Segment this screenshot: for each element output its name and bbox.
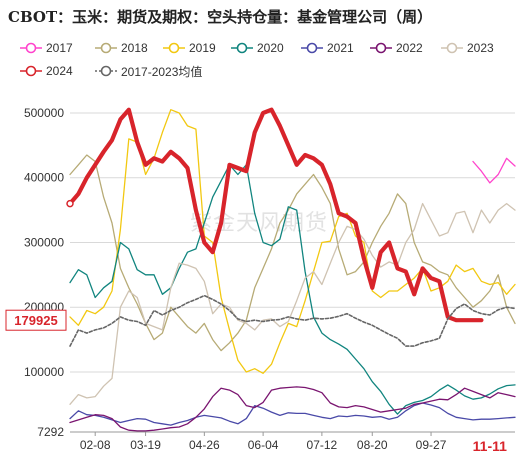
y-tick-label: 500000 [24, 106, 64, 120]
series-start-marker [66, 199, 74, 208]
legend-label: 2017 [46, 41, 73, 55]
x-tick-label: 02-08 [80, 438, 111, 452]
series-line-2020 [69, 164, 516, 415]
legend-item[interactable]: 2017 [20, 40, 73, 56]
legend-item[interactable]: 2023 [441, 40, 494, 56]
legend-swatch [95, 65, 117, 77]
series-line-2021 [69, 402, 516, 426]
series-line-2017 [472, 157, 516, 184]
last-value-badge: 179925 [5, 309, 67, 331]
last-value-box [5, 309, 67, 331]
legend-label: 2020 [257, 41, 284, 55]
legend-swatch [301, 42, 323, 54]
legend-swatch [441, 42, 463, 54]
series-line-2024 [67, 107, 484, 323]
y-tick-label: 100000 [24, 365, 64, 379]
x-tick-label: 08-20 [357, 438, 388, 452]
legend-label: 2024 [46, 64, 73, 78]
x-tick-label: 06-04 [248, 438, 279, 452]
series-line-2023 [69, 202, 516, 405]
series-line-2022 [69, 386, 516, 432]
x-tick-label: 09-27 [416, 438, 447, 452]
legend-item[interactable]: 2024 [20, 63, 73, 79]
y-tick-label: 300000 [24, 235, 64, 249]
legend-swatch [163, 42, 185, 54]
legend-item[interactable]: 2022 [370, 40, 423, 56]
legend-item[interactable]: 2020 [231, 40, 284, 56]
watermark: 紫金天风期货 [190, 211, 329, 236]
legend-label: 2023 [467, 41, 494, 55]
legend-item[interactable]: 2017-2023均值 [95, 63, 202, 79]
series-line-2019 [69, 109, 516, 374]
x-tick-label: 04-26 [189, 438, 220, 452]
legend-swatch [20, 42, 42, 54]
legend-item[interactable]: 2019 [163, 40, 216, 56]
x-tick-label: 07-12 [307, 438, 338, 452]
x-highlight-label: 11-11 [473, 438, 507, 454]
legend-item[interactable]: 2018 [95, 40, 148, 56]
legend-item[interactable]: 2021 [301, 40, 354, 56]
legend-label: 2021 [327, 41, 354, 55]
legend-label: 2017-2023均值 [121, 64, 203, 79]
legend-swatch [95, 42, 117, 54]
y-tick-label: 7292 [37, 425, 64, 439]
chart-title: CBOT：玉米：期货及期权：空头持仓量：基金管理公司（周） [8, 8, 433, 26]
legend-label: 2019 [189, 41, 216, 55]
y-tick-label: 400000 [24, 171, 64, 185]
legend-label: 2018 [121, 41, 148, 55]
legend-swatch [20, 65, 42, 77]
series-line-2017-2023均值 [69, 294, 516, 347]
legend-swatch [231, 42, 253, 54]
legend-swatch [370, 42, 392, 54]
last-value-label: 179925 [14, 313, 57, 328]
legend-label: 2022 [396, 41, 423, 55]
x-tick-label: 03-19 [130, 438, 161, 452]
